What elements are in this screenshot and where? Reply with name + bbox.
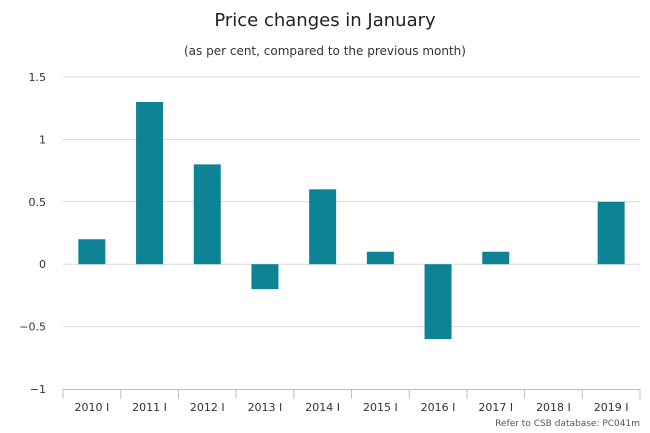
y-tick-label: −1 xyxy=(30,383,46,396)
bar[interactable] xyxy=(251,264,279,290)
y-axis-ticks: 1.5 1 0.5 0 −0.5 −1 xyxy=(19,71,46,396)
x-tick-label: 2019 I xyxy=(594,401,629,414)
x-tick-label: 2018 I xyxy=(536,401,571,414)
chart-title: Price changes in January xyxy=(214,10,436,31)
x-tick-label: 2017 I xyxy=(478,401,513,414)
x-tick-label: 2016 I xyxy=(421,401,456,414)
chart-subtitle: (as per cent, compared to the previous m… xyxy=(184,44,466,58)
y-tick-label: 0 xyxy=(39,258,46,271)
bar[interactable] xyxy=(136,101,164,265)
x-tick-label: 2012 I xyxy=(190,401,225,414)
bar[interactable] xyxy=(193,164,221,265)
y-tick-label: 1.5 xyxy=(29,71,47,84)
x-tick-label: 2011 I xyxy=(132,401,167,414)
y-tick-label: 1 xyxy=(39,133,46,146)
bar[interactable] xyxy=(424,264,452,340)
x-tick-label: 2013 I xyxy=(248,401,283,414)
bar[interactable] xyxy=(597,201,625,265)
x-axis: 2010 I 2011 I 2012 I 2013 I 2014 I 2015 I 2016… xyxy=(62,389,641,414)
y-tick-label: −0.5 xyxy=(19,321,46,334)
bar[interactable] xyxy=(366,251,394,265)
x-tick-label: 2014 I xyxy=(305,401,340,414)
bar[interactable] xyxy=(309,189,337,265)
chart-credit[interactable]: Refer to CSB database: PC041m xyxy=(495,419,640,429)
y-tick-label: 0.5 xyxy=(29,196,47,209)
x-tick-label: 2015 I xyxy=(363,401,398,414)
bars xyxy=(78,101,625,340)
bar[interactable] xyxy=(482,251,510,265)
bar[interactable] xyxy=(78,239,106,265)
x-tick-label: 2010 I xyxy=(74,401,109,414)
